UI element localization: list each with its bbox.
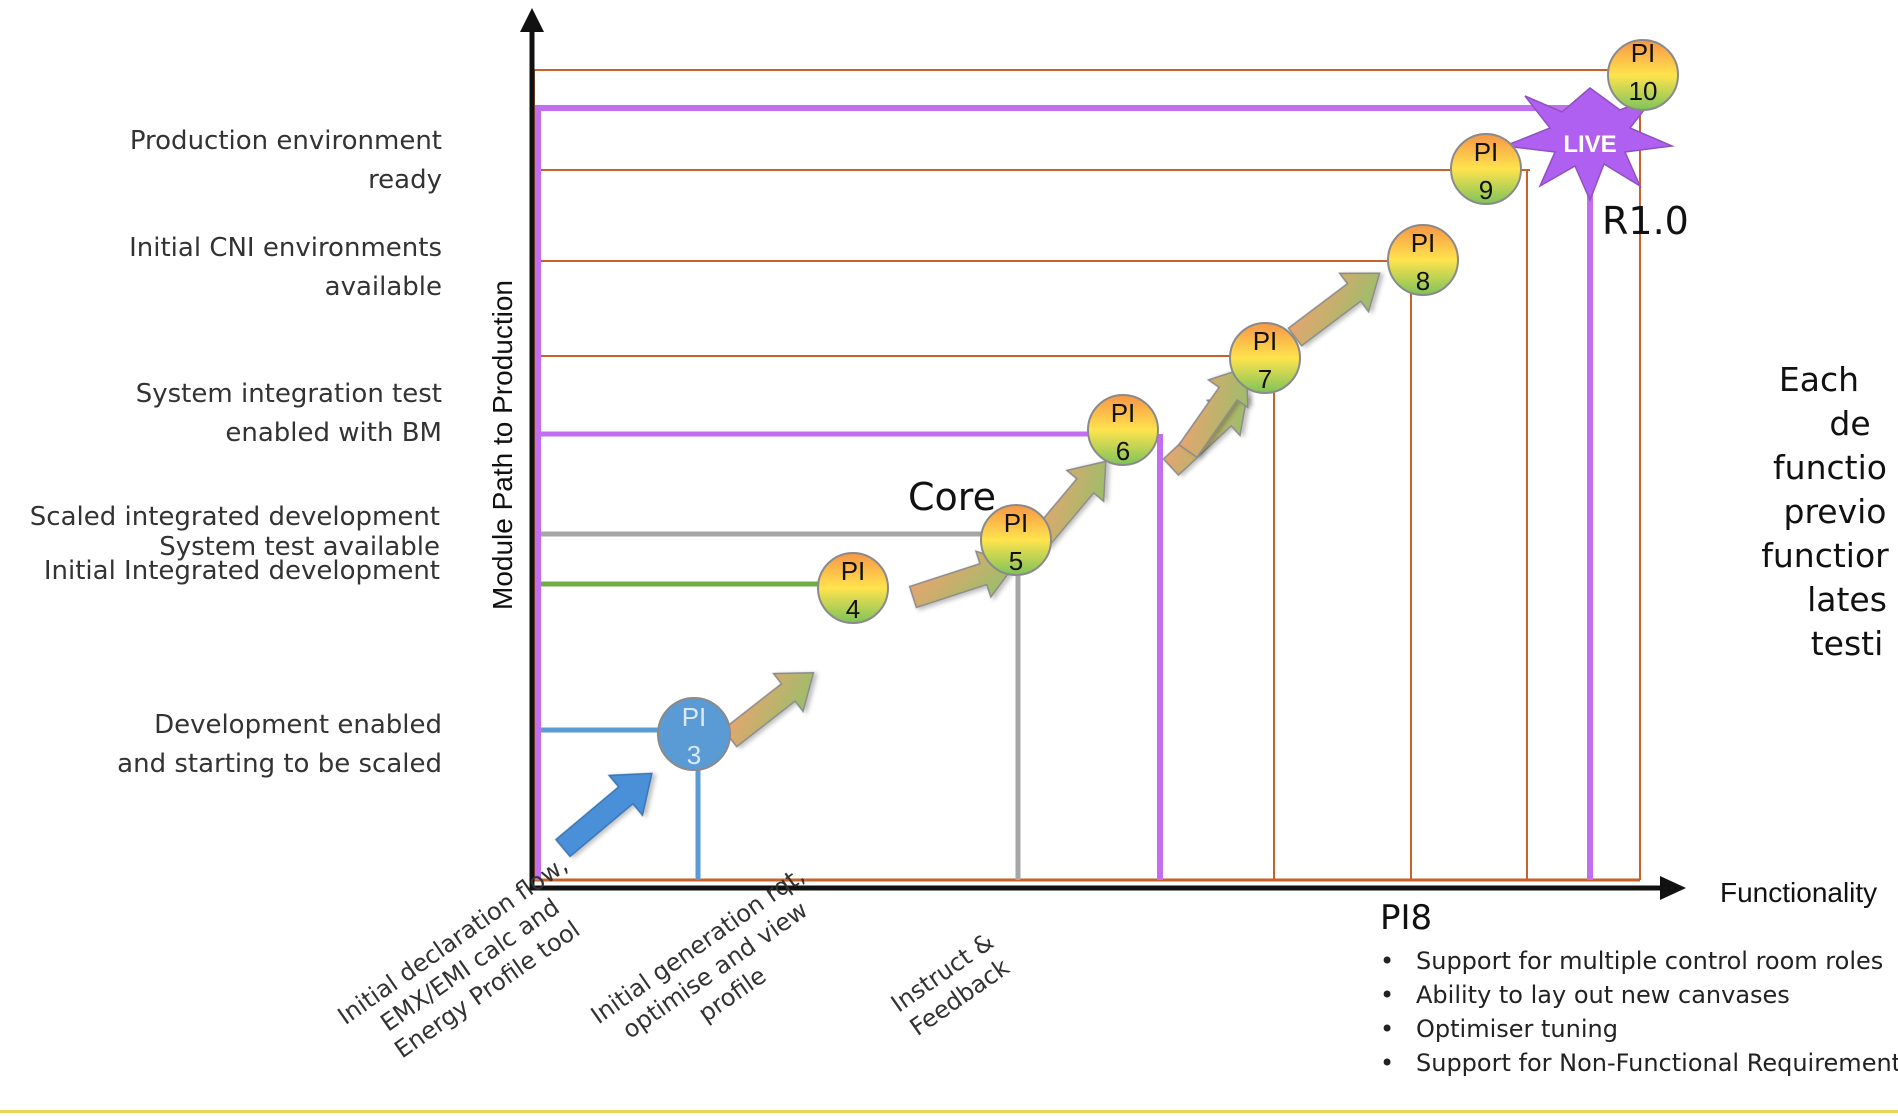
bullet: • [1380,1049,1395,1077]
pi-8-circle: PI 8 [1387,224,1459,296]
pi-4-label: PI [841,556,866,586]
y-milestone-line: System integration test [135,379,442,409]
x-axis-title: Functionality [1720,877,1877,908]
side-text-line: Each [1778,360,1860,399]
y-milestone-development-enabled: Development enabled and starting to be s… [40,706,442,784]
pi-6-circle: PI 6 [1087,394,1159,466]
pi-6-number: 6 [1116,436,1130,466]
list-item: • Optimiser tuning [1380,1012,1898,1046]
y-milestone-line: ready [368,165,442,195]
pi-5-number: 5 [1009,546,1023,576]
list-item-text: Support for Non-Functional Requirement [1416,1049,1898,1077]
pi-8-label: PI [1411,228,1436,258]
bullet: • [1380,1015,1395,1043]
pi-9-circle: PI 9 [1450,133,1522,205]
live-starburst [1504,87,1675,202]
pi-7-label: PI [1253,326,1278,356]
bullet: • [1380,981,1395,1009]
pi-3-label: PI [682,702,707,732]
y-milestone-scaled-integrated: Scaled integrated development System tes… [0,502,440,586]
pi-7-circle: PI 7 [1229,322,1301,394]
side-description: Each de functio previo functior lates te… [1740,358,1898,666]
y-milestone-line: Production environment [129,126,442,156]
progress-arrow [1287,272,1381,347]
pi-5-label: PI [1004,508,1029,538]
y-milestone-line: System test available [159,532,440,562]
pi10-path-line [535,105,1593,880]
side-text-line: lates [1807,580,1887,619]
side-text-line: testi [1810,624,1884,663]
side-text-line: de [1829,404,1871,443]
pi8-details-list: • Support for multiple control room roles… [1380,944,1898,1080]
progress-arrow [908,550,1017,609]
list-item-text: Optimiser tuning [1416,1015,1618,1043]
pi-3-number: 3 [687,740,701,770]
y-axis-title: Module Path to Production [487,280,518,610]
y-milestone-line: available [324,272,442,302]
core-label: Core [908,475,996,519]
side-text-line: previo [1783,492,1887,531]
release-label: R1.0 [1602,199,1689,243]
y-milestone-line: and starting to be scaled [117,749,442,779]
y-milestone-line: enabled with BM [225,418,442,448]
bullet: • [1380,947,1395,975]
list-item: • Support for Non-Functional Requirement [1380,1046,1898,1080]
y-milestone-cni-environments: Initial CNI environments available [40,229,442,307]
pi-6-label: PI [1111,398,1136,428]
pi8-details-title: PI8 [1380,898,1433,938]
pi-10-number: 10 [1629,76,1658,106]
y-axis-arrowhead [520,8,544,32]
progress-arrow-blue [554,772,653,858]
progress-arrows [554,272,1381,858]
pi-10-label: PI [1631,38,1656,68]
y-milestone-line: Development enabled [154,710,442,740]
pi-4-number: 4 [846,594,860,624]
progress-arrow [722,671,815,748]
pi-8-number: 8 [1416,266,1430,296]
pi-9-label: PI [1474,137,1499,167]
pi-9-number: 9 [1479,175,1493,205]
list-item: • Ability to lay out new canvases [1380,978,1898,1012]
list-item-text: Support for multiple control room roles [1416,947,1884,975]
y-milestone-production-ready: Production environment ready [40,122,442,200]
pi-3-circle: PI 3 [657,697,731,771]
side-text-line: functio [1773,448,1887,487]
side-text-line: functior [1761,536,1889,575]
y-milestone-line: Scaled integrated development [29,502,440,532]
y-milestone-system-integration-test: System integration test enabled with BM [40,375,442,453]
list-item: • Support for multiple control room roles [1380,944,1898,978]
live-label: LIVE [1563,131,1616,158]
pi-7-number: 7 [1258,364,1272,394]
list-item-text: Ability to lay out new canvases [1416,981,1790,1009]
pi-5-circle: PI 5 [980,504,1052,576]
pi-10-circle: PI 10 [1607,38,1679,111]
progress-arrow [1029,460,1107,550]
x-axis-arrowhead [1660,876,1686,900]
pi-4-circle: PI 4 [817,552,889,624]
bottom-divider [0,1110,1898,1113]
y-milestone-line: Initial CNI environments [129,233,442,263]
y-milestone-line: Initial Integrated development [43,556,440,586]
